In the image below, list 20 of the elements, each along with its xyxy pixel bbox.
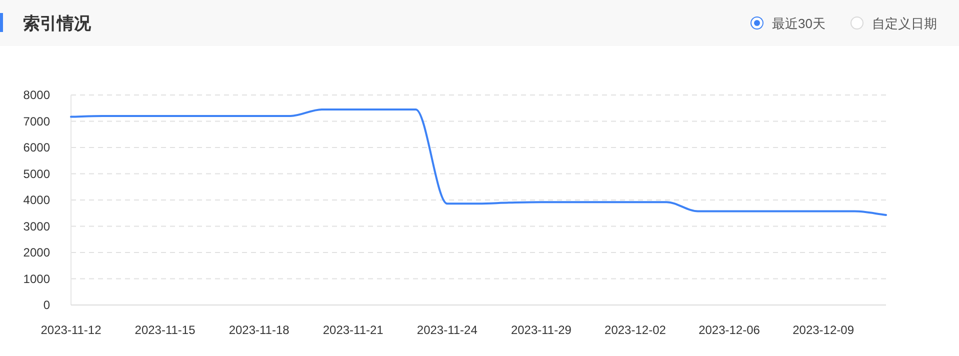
y-tick-label: 6000 [23,140,50,154]
y-tick-label: 5000 [23,166,50,181]
x-tick-label: 2023-12-02 [604,323,666,337]
x-tick-label: 2023-11-15 [134,323,196,337]
x-tick-label: 2023-11-24 [416,323,478,337]
x-tick-label: 2023-11-29 [510,323,572,337]
y-tick-label: 7000 [23,114,50,128]
y-tick-label: 0 [43,298,50,312]
x-tick-label: 2023-12-06 [698,323,760,337]
y-tick-label: 2000 [23,246,50,260]
y-tick-label: 1000 [23,272,50,286]
chart-title: 索引情况 [23,14,92,33]
x-tick-label: 2023-11-18 [228,323,290,337]
y-tick-label: 8000 [23,88,50,102]
y-tick-label: 4000 [23,193,50,207]
header: 索引情况 最近30天 自定义日期 [0,0,959,46]
y-tick-label: 3000 [23,219,50,234]
x-tick-label: 2023-11-12 [40,323,102,337]
x-tick-label: 2023-12-09 [792,323,854,337]
x-tick-label: 2023-11-21 [322,323,384,337]
